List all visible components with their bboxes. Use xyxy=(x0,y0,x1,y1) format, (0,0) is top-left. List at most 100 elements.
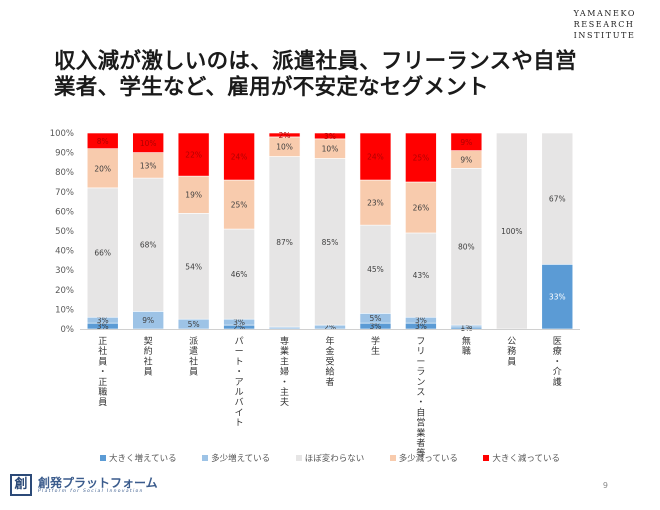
y-tick-label: 60% xyxy=(55,207,74,217)
bar-segment xyxy=(223,228,255,320)
institute-line-1: YAMANEKO xyxy=(573,9,636,18)
bar-segment xyxy=(450,167,483,326)
y-tick-label: 50% xyxy=(55,227,74,237)
slide-title-line-1: 収入減が激しいのは、派遣社員、フリーランスや自営 xyxy=(54,49,577,74)
bar-segment xyxy=(405,132,437,183)
data-label: 9% xyxy=(460,138,472,147)
bar-segment xyxy=(132,152,164,179)
bar-segment xyxy=(268,132,301,138)
legend-swatch-large-increase xyxy=(100,455,106,461)
bar-segment xyxy=(86,187,119,318)
data-label: 25% xyxy=(413,154,430,163)
chart-legend: 大きく増えている 多少増えている ほぼ変わらない 多少減っている 大きく減ってい… xyxy=(100,452,560,464)
bar-segment xyxy=(450,132,483,151)
bar-segment xyxy=(359,132,392,181)
data-label: 26% xyxy=(413,203,430,212)
y-tick-label: 40% xyxy=(55,247,74,257)
data-label: 67% xyxy=(549,195,566,204)
category-label: 無職 xyxy=(462,335,471,357)
data-label: 3% xyxy=(97,316,109,325)
legend-swatch-no-change xyxy=(295,455,302,461)
data-label: 24% xyxy=(231,153,248,162)
y-tick-label: 20% xyxy=(55,286,74,296)
data-label: 3% xyxy=(97,322,109,331)
data-label: 10% xyxy=(276,143,293,152)
legend-label-no-change: ほぼ変わらない xyxy=(304,454,365,464)
data-label: 2% xyxy=(324,323,336,332)
category-label: 契約社員 xyxy=(144,335,153,378)
y-tick-label: 0% xyxy=(61,325,75,335)
bar-segment xyxy=(132,177,164,312)
data-label: 3% xyxy=(370,322,382,331)
data-label: 22% xyxy=(185,151,202,160)
category-label: パート・アルバイト xyxy=(235,336,244,429)
y-tick-label: 80% xyxy=(55,168,74,178)
bar-segment xyxy=(359,224,392,314)
data-label: 66% xyxy=(94,249,111,258)
data-label: 2% xyxy=(233,323,245,332)
data-label: 46% xyxy=(231,270,248,279)
category-label: 年金受給者 xyxy=(325,335,334,388)
data-label: 24% xyxy=(367,153,384,162)
institute-line-2: RESEARCH xyxy=(573,20,635,29)
bar-segment xyxy=(405,232,437,318)
legend-swatch-small-increase xyxy=(202,455,209,461)
category-label: 専業主婦・主夫 xyxy=(280,335,289,408)
legend-label-large-decrease: 大きく減っている xyxy=(492,454,560,464)
data-label: 85% xyxy=(322,238,339,247)
institute-line-3: INSTITUTE xyxy=(573,31,636,40)
slide-title-line-2: 業者、学生など、雇用が不安定なセグメント xyxy=(54,75,489,100)
legend-item-small-increase: 多少増えている xyxy=(202,452,270,464)
platform-logo-icon: 創 xyxy=(10,474,32,496)
data-label: 33% xyxy=(549,293,566,302)
bar-segment xyxy=(359,179,392,226)
data-label: 3% xyxy=(233,318,245,327)
data-label: 5% xyxy=(370,314,382,323)
bar-segment xyxy=(177,213,210,320)
bar-segment xyxy=(86,148,119,189)
y-tick-label: 30% xyxy=(55,266,74,276)
bar-segment xyxy=(177,132,210,177)
data-label: 43% xyxy=(413,271,430,280)
data-label: 45% xyxy=(367,265,384,274)
category-label: 派遣社員 xyxy=(189,336,198,378)
data-label: 2% xyxy=(279,131,291,140)
data-label: 10% xyxy=(140,139,157,148)
data-label: 87% xyxy=(276,238,293,247)
platform-logo: 創 創発プラットフォーム Platform for Social Innovat… xyxy=(10,474,160,500)
legend-swatch-small-decrease xyxy=(389,455,396,461)
legend-item-large-increase: 大きく増えている xyxy=(100,452,177,464)
legend-label-small-decrease: 多少減っている xyxy=(398,454,458,464)
data-label: 13% xyxy=(140,161,157,170)
legend-item-small-decrease: 多少減っている xyxy=(389,452,458,464)
y-tick-label: 70% xyxy=(55,188,74,198)
y-tick-label: 10% xyxy=(55,305,74,315)
y-tick-label: 90% xyxy=(55,149,74,159)
data-label: 5% xyxy=(188,320,200,329)
bar-segment xyxy=(86,132,119,149)
legend-item-no-change: ほぼ変わらない xyxy=(295,452,365,464)
institute-logo: YAMANEKO RESEARCH INSTITUTE xyxy=(574,8,636,41)
data-label: 20% xyxy=(94,164,111,173)
bar-segment xyxy=(314,158,346,326)
data-label: 19% xyxy=(185,191,202,200)
category-label: 医療・介護 xyxy=(553,336,562,388)
data-label: 3% xyxy=(324,132,336,141)
data-label: 1% xyxy=(460,324,472,333)
data-label: 9% xyxy=(460,155,472,164)
platform-logo-text: 創発プラットフォーム xyxy=(38,476,158,490)
data-label: 10% xyxy=(322,145,339,154)
category-label: 学生 xyxy=(371,335,380,357)
legend-label-large-increase: 大きく増えている xyxy=(109,454,177,464)
platform-logo-subtitle: Platform for Social Innovation xyxy=(38,489,144,494)
data-label: 54% xyxy=(185,262,202,271)
data-label: 25% xyxy=(231,201,248,210)
legend-swatch-large-decrease xyxy=(483,455,490,461)
data-label: 3% xyxy=(415,322,427,331)
category-label: フリーランス・自営業者等 xyxy=(416,337,425,459)
bar-segment xyxy=(223,132,255,181)
data-label: 3% xyxy=(415,316,427,325)
data-label: 100% xyxy=(501,227,522,236)
data-label: 80% xyxy=(458,243,475,252)
data-label: 23% xyxy=(367,199,384,208)
